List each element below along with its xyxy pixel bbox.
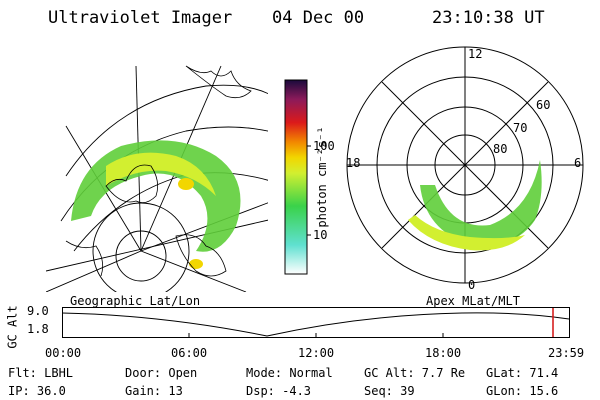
seq-readout: Seq: 39 [364, 384, 415, 398]
coastline [65, 240, 104, 277]
altitude-curve [62, 312, 570, 337]
door-readout: Door: Open [125, 366, 198, 380]
coastline [185, 65, 252, 99]
auroral-oval [420, 160, 542, 246]
altitude-axis-label: GC Alt [5, 305, 20, 349]
gc-alt-readout: GC Alt: 7.7 Re [364, 366, 466, 380]
colorbar-tick-10: 10 [313, 228, 328, 242]
longitude-line [140, 250, 247, 292]
latitude-circle [65, 84, 268, 177]
time-tick-0000: 00:00 [45, 346, 82, 360]
altitude-tick-9: 9.0 [27, 304, 49, 318]
mlt-label-12: 12 [468, 47, 483, 61]
time-tick-1800: 18:00 [425, 346, 462, 360]
auroral-emission [178, 178, 194, 190]
filter-readout: Flt: LBHL [8, 366, 74, 380]
apex-caption: Apex MLat/MLT [426, 294, 520, 308]
glat-readout: GLat: 71.4 [486, 366, 559, 380]
mlat-label-70: 70 [513, 121, 528, 135]
auroral-emission [189, 259, 203, 269]
gain-readout: Gain: 13 [125, 384, 183, 398]
longitude-line [46, 219, 268, 272]
mode-readout: Mode: Normal [246, 366, 333, 380]
mlt-label-6: 6 [574, 156, 582, 170]
mlat-label-60: 60 [536, 98, 551, 112]
coastline [105, 164, 159, 204]
altitude-plot [62, 307, 570, 338]
image-time: 23:10:38 UT [432, 8, 545, 28]
time-tick-2359: 23:59 [548, 346, 585, 360]
coastline [175, 234, 227, 277]
auroral-oval [408, 215, 525, 251]
mlt-label-0: 0 [468, 278, 476, 292]
polar-mlt-plot [346, 46, 584, 284]
auroral-emission [106, 152, 216, 196]
mlat-label-80: 80 [493, 142, 508, 156]
colorbar [284, 79, 311, 275]
geographic-caption: Geographic Lat/Lon [70, 294, 201, 308]
time-tick-0600: 06:00 [171, 346, 208, 360]
altitude-tick-1: 1.8 [27, 322, 49, 336]
mlt-label-18: 18 [346, 156, 361, 170]
time-tick-1200: 12:00 [298, 346, 335, 360]
glon-readout: GLon: 15.6 [486, 384, 559, 398]
image-title: Ultraviolet Imager [48, 8, 233, 28]
colorbar-unit-label: photon cm⁻²s⁻¹ [315, 126, 329, 228]
latitude-circle [92, 202, 190, 292]
dsp-readout: Dsp: -4.3 [246, 384, 312, 398]
geographic-map [46, 65, 268, 292]
image-date: 04 Dec 00 [272, 8, 365, 28]
ip-readout: IP: 36.0 [8, 384, 66, 398]
latitude-circle [115, 230, 167, 282]
longitude-line [46, 250, 142, 292]
colorbar-tick-100: 100 [313, 139, 335, 153]
